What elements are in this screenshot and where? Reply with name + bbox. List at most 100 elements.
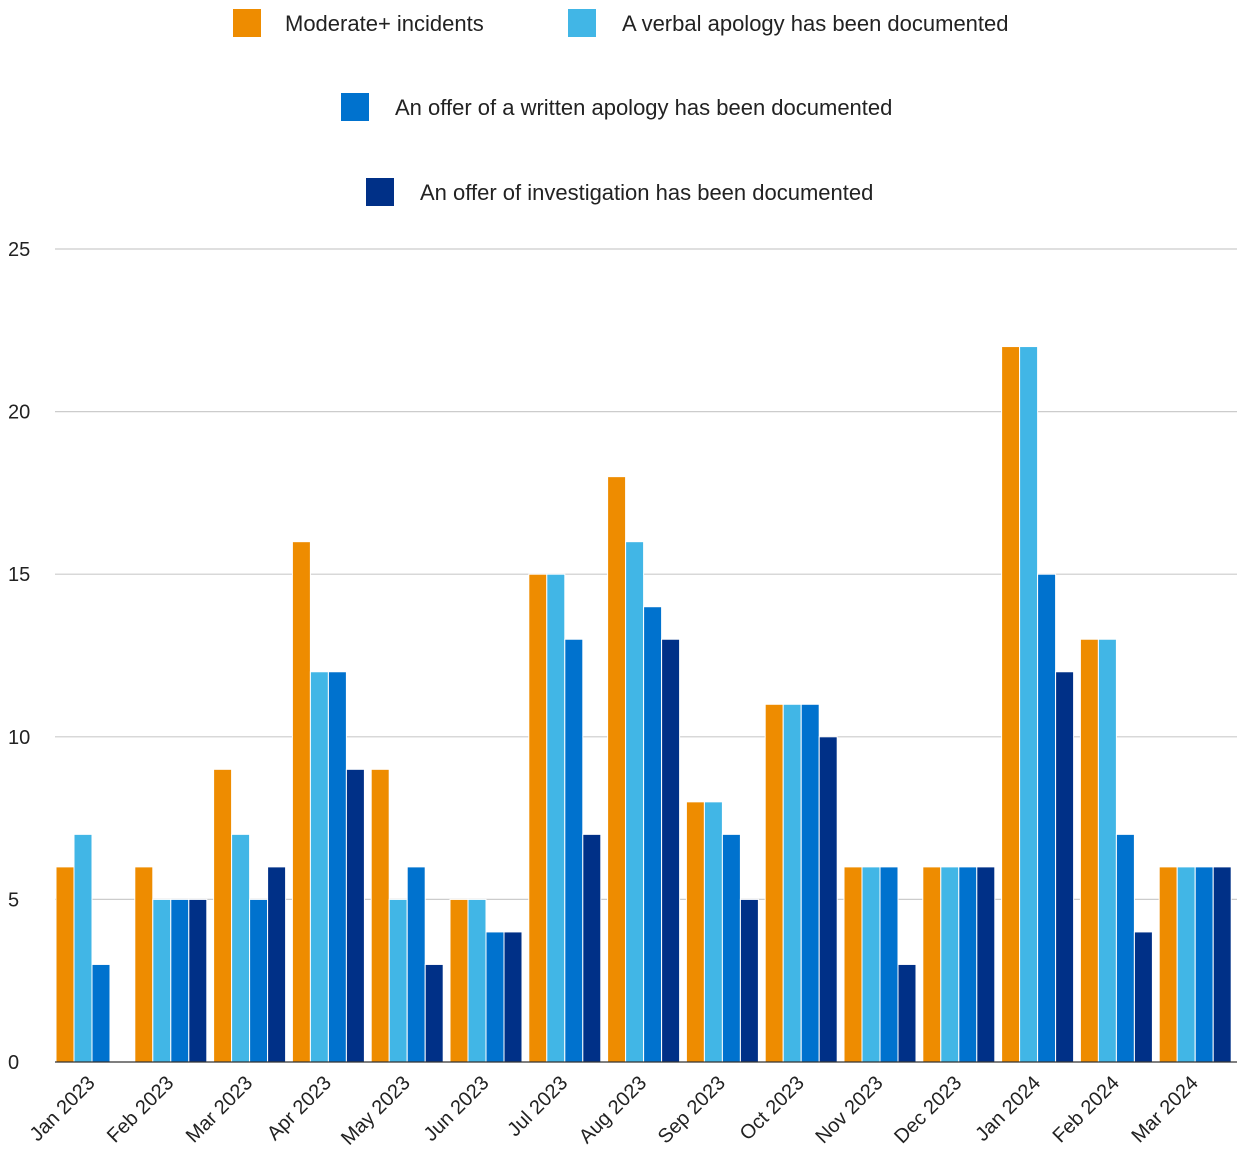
x-tick-label: Feb 2023 (103, 1072, 178, 1147)
legend-item: An offer of a written apology has been d… (341, 93, 892, 121)
legend-label: An offer of a written apology has been d… (395, 95, 892, 120)
bar (879, 866, 899, 1063)
bar (976, 866, 996, 1063)
x-tick-label: Mar 2023 (182, 1072, 257, 1147)
bar (213, 768, 233, 1063)
bar (739, 898, 759, 1063)
bar-group (213, 768, 287, 1063)
bar-group (449, 898, 523, 1063)
bar (764, 703, 784, 1063)
bar (564, 638, 584, 1063)
bar-group (370, 768, 444, 1063)
bar (643, 606, 663, 1063)
bars (55, 346, 1232, 1063)
bar (897, 963, 917, 1063)
x-tick-label: Jan 2023 (26, 1072, 100, 1146)
bar (843, 866, 863, 1063)
legend-item: A verbal apology has been documented (568, 9, 1009, 37)
bar-group (764, 703, 838, 1063)
bar (922, 866, 942, 1063)
bar (73, 833, 93, 1063)
y-tick-label: 25 (8, 239, 30, 261)
bar (1194, 866, 1214, 1063)
bar (467, 898, 487, 1063)
bar (345, 768, 365, 1063)
x-tick-label: Nov 2023 (811, 1072, 887, 1148)
bar (327, 671, 347, 1063)
bar-group (528, 573, 602, 1063)
bar (1001, 346, 1021, 1063)
bar (546, 573, 566, 1063)
bar-group (685, 801, 759, 1063)
bar (231, 833, 251, 1063)
bar-group (291, 541, 365, 1063)
y-tick-label: 5 (8, 889, 19, 911)
bar (1133, 931, 1153, 1063)
x-tick-label: Feb 2024 (1049, 1072, 1124, 1147)
bar (249, 898, 269, 1063)
bar (170, 898, 190, 1063)
bar (91, 963, 111, 1063)
bar (309, 671, 329, 1063)
bar (406, 866, 426, 1063)
bar (685, 801, 705, 1063)
legend-label: An offer of investigation has been docum… (420, 180, 873, 205)
bar (958, 866, 978, 1063)
x-tick-label: Jan 2024 (971, 1072, 1045, 1146)
bar-group (607, 476, 681, 1063)
bar-group (1079, 638, 1153, 1063)
bar (267, 866, 287, 1063)
bar (55, 866, 75, 1063)
y-tick-label: 20 (8, 402, 30, 424)
y-tick-label: 15 (8, 564, 30, 586)
x-tick-labels: Jan 2023 Feb 2023 Mar 2023 Apr 2023 May 2023… (26, 1072, 1203, 1150)
bar (152, 898, 172, 1063)
bar (188, 898, 208, 1063)
bar (528, 573, 548, 1063)
bar (818, 736, 838, 1063)
legend-swatch (366, 178, 394, 206)
x-tick-label: Apr 2023 (263, 1072, 336, 1145)
x-tick-label: Mar 2024 (1127, 1072, 1202, 1147)
legend-swatch (233, 9, 261, 37)
bar-group (55, 833, 111, 1063)
bar (134, 866, 154, 1063)
bar-group (1158, 866, 1232, 1063)
x-tick-label: Aug 2023 (575, 1072, 651, 1148)
x-tick-label: Sep 2023 (654, 1072, 730, 1148)
y-tick-label: 0 (8, 1052, 19, 1074)
bar (1176, 866, 1196, 1063)
bar (1097, 638, 1117, 1063)
x-tick-label: Jun 2023 (420, 1072, 494, 1146)
bar-group (922, 866, 996, 1063)
bar (661, 638, 681, 1063)
bar (449, 898, 469, 1063)
bar (800, 703, 820, 1063)
bar (1212, 866, 1232, 1063)
bar (388, 898, 408, 1063)
bar (503, 931, 523, 1063)
legend-label: A verbal apology has been documented (622, 11, 1009, 36)
bar (1079, 638, 1099, 1063)
legend-label: Moderate+ incidents (285, 11, 484, 36)
bar (291, 541, 311, 1063)
bar (625, 541, 645, 1063)
bar (721, 833, 741, 1063)
x-tick-label: Dec 2023 (890, 1072, 966, 1148)
bar (1055, 671, 1075, 1063)
legend-item: An offer of investigation has been docum… (366, 178, 873, 206)
bar (1037, 573, 1057, 1063)
legend-item: Moderate+ incidents (233, 9, 484, 37)
bar (940, 866, 960, 1063)
bar (703, 801, 723, 1063)
bar (1019, 346, 1039, 1063)
bar (782, 703, 802, 1063)
y-tick-label: 10 (8, 727, 30, 749)
bar-group (1001, 346, 1075, 1063)
legend-swatch (568, 9, 596, 37)
bar (485, 931, 505, 1063)
x-tick-label: May 2023 (337, 1072, 415, 1150)
bar (861, 866, 881, 1063)
legend: Moderate+ incidents A verbal apology has … (233, 9, 1009, 206)
